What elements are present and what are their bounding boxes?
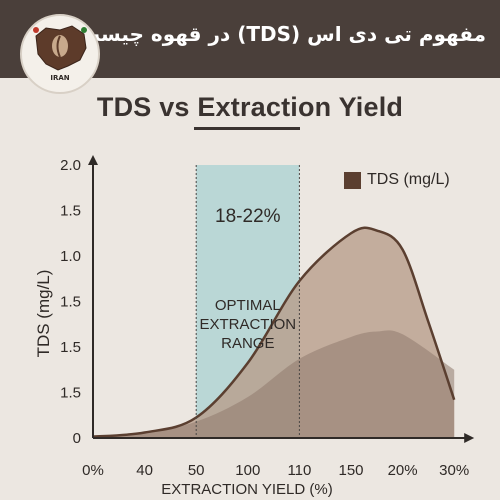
chart-legend: TDS (mg/L) bbox=[344, 170, 450, 190]
brand-logo: IRAN bbox=[20, 14, 100, 94]
band-label-line-1: OPTIMAL bbox=[215, 297, 281, 314]
x-tick-label: 50 bbox=[188, 462, 205, 479]
x-tick-label: 40 bbox=[136, 462, 153, 479]
x-tick-label: 100 bbox=[235, 462, 260, 479]
y-axis-label: TDS (mg/L) bbox=[34, 270, 53, 358]
legend-label: TDS (mg/L) bbox=[367, 171, 450, 188]
legend-swatch bbox=[344, 171, 361, 189]
y-tick-label: 2.0 bbox=[60, 157, 81, 174]
logo-text: IRAN bbox=[50, 74, 70, 82]
x-axis-label: EXTRACTION YIELD (%) bbox=[161, 481, 332, 498]
x-axis-arrow bbox=[464, 433, 475, 443]
band-range-label: 18-22% bbox=[215, 206, 281, 227]
inner-area-fill bbox=[93, 330, 455, 438]
tds-curve-line bbox=[92, 226, 456, 438]
band-label-line-2: EXTRACTION bbox=[199, 316, 296, 333]
x-tick-label: 0% bbox=[82, 462, 104, 479]
y-tick-label: 1.0 bbox=[60, 248, 81, 265]
page-title: مفهوم تی دی اس (TDS) در قهوه چیست؟ bbox=[68, 22, 486, 46]
x-tick-labels: 0% 40 50 100 110 150 20% 30% bbox=[82, 462, 469, 479]
y-tick-label: 1.5 bbox=[60, 385, 81, 402]
y-axis-arrow bbox=[88, 155, 98, 165]
chart-title: TDS vs Extraction Yield bbox=[96, 92, 404, 122]
x-tick-label: 110 bbox=[287, 462, 311, 479]
x-tick-label: 20% bbox=[388, 462, 418, 479]
band-label-line-3: RANGE bbox=[221, 335, 274, 352]
x-tick-label: 150 bbox=[338, 462, 363, 479]
x-tick-label: 30% bbox=[439, 462, 469, 479]
y-tick-label: 1.5 bbox=[60, 203, 81, 220]
y-tick-label: 1.5 bbox=[60, 294, 81, 311]
iran-map-coffee-bean-icon bbox=[33, 25, 87, 71]
title-underline bbox=[194, 127, 300, 130]
y-tick-label: 1.5 bbox=[60, 339, 81, 356]
y-tick-label: 0 bbox=[73, 430, 81, 447]
y-tick-labels: 0 1.5 1.5 1.5 1.0 1.5 2.0 bbox=[60, 157, 81, 447]
